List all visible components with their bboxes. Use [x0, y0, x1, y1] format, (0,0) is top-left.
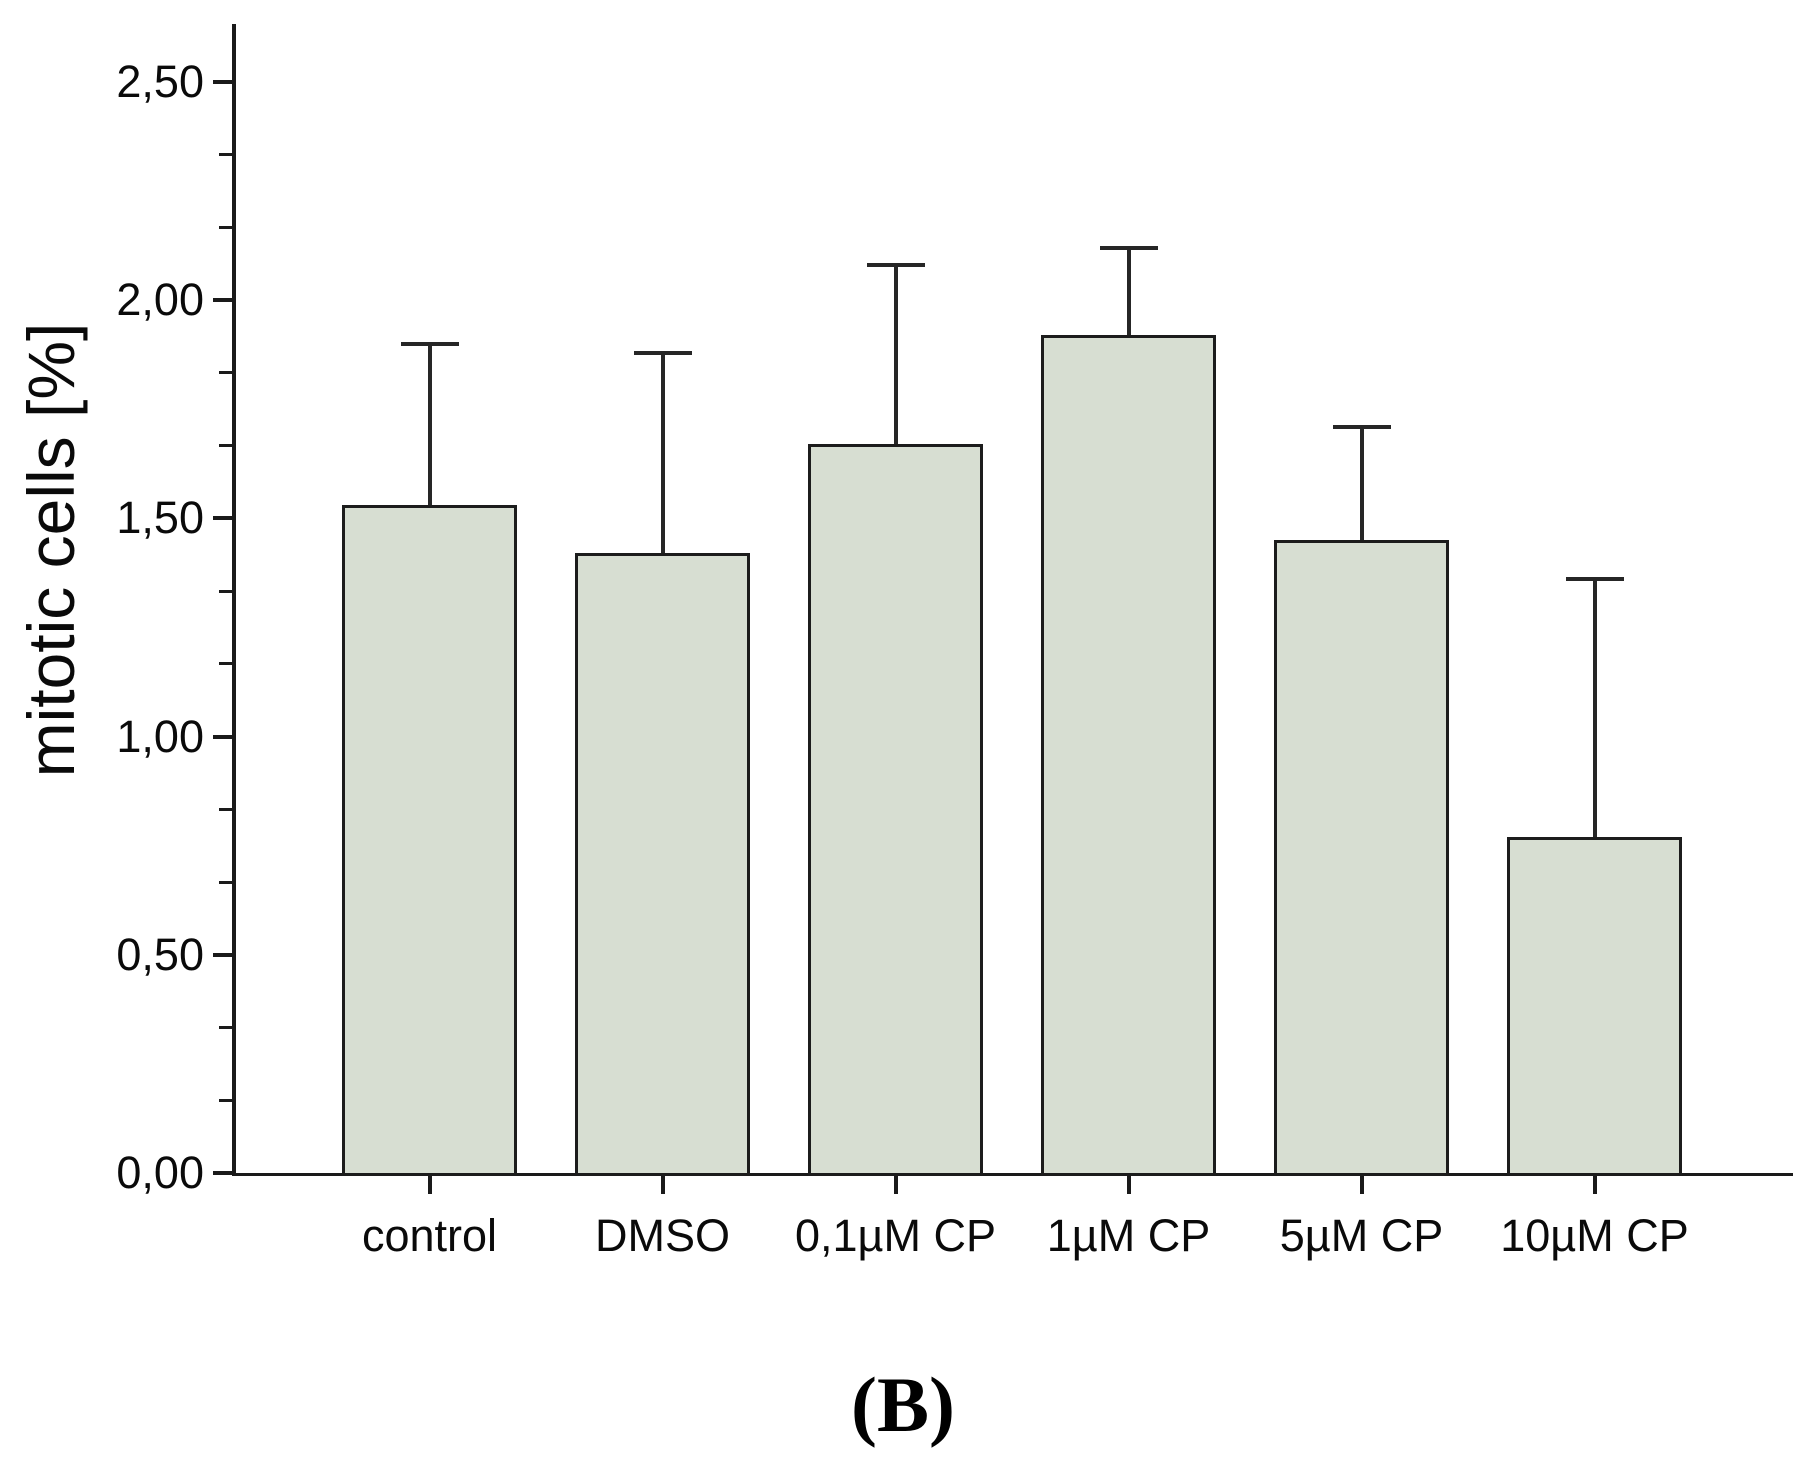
x-tick-label: DMSO: [595, 1210, 730, 1261]
error-bar-cap: [633, 350, 692, 355]
x-tick-label: 5µM CP: [1279, 1210, 1444, 1261]
x-tick: [1126, 1176, 1131, 1194]
bar: [1274, 540, 1449, 1176]
y-minor-tick: [219, 1098, 232, 1102]
bar: [342, 505, 517, 1176]
bar: [1041, 335, 1216, 1176]
x-tick: [893, 1176, 898, 1194]
x-tick-label: control: [361, 1210, 498, 1261]
error-bar-cap: [400, 341, 459, 346]
error-bar-whisker: [427, 343, 432, 506]
error-bar-whisker: [660, 352, 665, 554]
bar: [1507, 836, 1682, 1176]
error-bar-whisker: [1592, 579, 1597, 837]
y-tick-label: 1,50: [116, 492, 204, 544]
y-minor-tick: [219, 444, 232, 448]
error-bar-cap: [1332, 424, 1391, 429]
y-tick-label: 0,50: [116, 928, 204, 980]
error-bar-whisker: [893, 265, 898, 445]
x-tick: [427, 1176, 432, 1194]
x-tick: [1359, 1176, 1364, 1194]
y-axis-title: mitotic cells [%]: [14, 322, 88, 778]
x-tick-label: 0,1µM CP: [795, 1210, 996, 1261]
y-minor-tick: [219, 1026, 232, 1030]
y-minor-tick: [219, 662, 232, 666]
y-tick-label: 0,00: [116, 1147, 204, 1198]
bar: [575, 553, 750, 1176]
y-major-tick: [213, 734, 232, 739]
x-tick: [660, 1176, 665, 1194]
y-minor-tick: [219, 880, 232, 884]
figure-caption: (B): [851, 1361, 955, 1448]
y-tick-label: 2,50: [116, 56, 204, 107]
y-major-tick: [213, 80, 232, 84]
y-minor-tick: [219, 807, 232, 811]
y-minor-tick: [219, 225, 232, 229]
y-minor-tick: [219, 589, 232, 593]
y-tick-label: 1,00: [116, 710, 204, 762]
y-major-tick: [213, 516, 232, 521]
y-major-tick: [213, 1171, 232, 1175]
y-minor-tick: [219, 371, 232, 375]
y-major-tick: [213, 298, 232, 303]
error-bar-whisker: [1126, 247, 1131, 336]
x-tick: [1592, 1176, 1597, 1194]
error-bar-cap: [1099, 245, 1158, 250]
y-minor-tick: [219, 153, 232, 157]
y-major-tick: [213, 952, 232, 957]
y-tick-label: 2,00: [116, 274, 204, 326]
error-bar-cap: [866, 263, 925, 268]
y-axis-line: [232, 24, 236, 1176]
x-tick-label: 1µM CP: [1046, 1210, 1211, 1261]
x-tick-label: 10µM CP: [1500, 1210, 1689, 1261]
bar: [808, 444, 983, 1176]
x-axis-line: [232, 1173, 1793, 1176]
error-bar-whisker: [1359, 426, 1364, 541]
error-bar-cap: [1565, 577, 1624, 582]
